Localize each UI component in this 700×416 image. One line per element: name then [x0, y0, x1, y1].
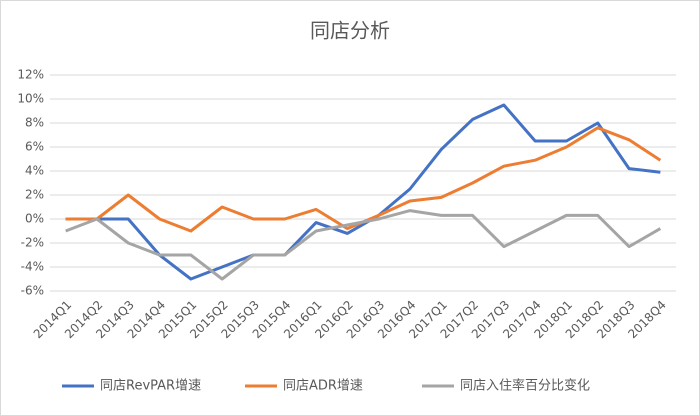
legend-label: 同店ADR增速: [283, 379, 363, 394]
chart-title: 同店分析: [310, 19, 390, 43]
y-tick-label: -6%: [21, 284, 44, 298]
series-line: [65, 103, 661, 281]
series-line: [65, 209, 662, 281]
y-tick-label: 0%: [25, 212, 44, 226]
y-tick-label: 8%: [25, 116, 44, 130]
y-tick-label: -2%: [21, 236, 44, 250]
legend-label: 同店入住率百分比变化: [460, 378, 590, 394]
y-tick-label: 2%: [25, 188, 44, 202]
legend-label: 同店RevPAR增速: [100, 379, 201, 394]
y-tick-label: 10%: [17, 92, 44, 106]
y-tick-label: 6%: [25, 140, 44, 154]
y-tick-label: 12%: [17, 68, 44, 82]
y-tick-label: 4%: [25, 164, 44, 178]
y-tick-label: -4%: [21, 260, 44, 274]
